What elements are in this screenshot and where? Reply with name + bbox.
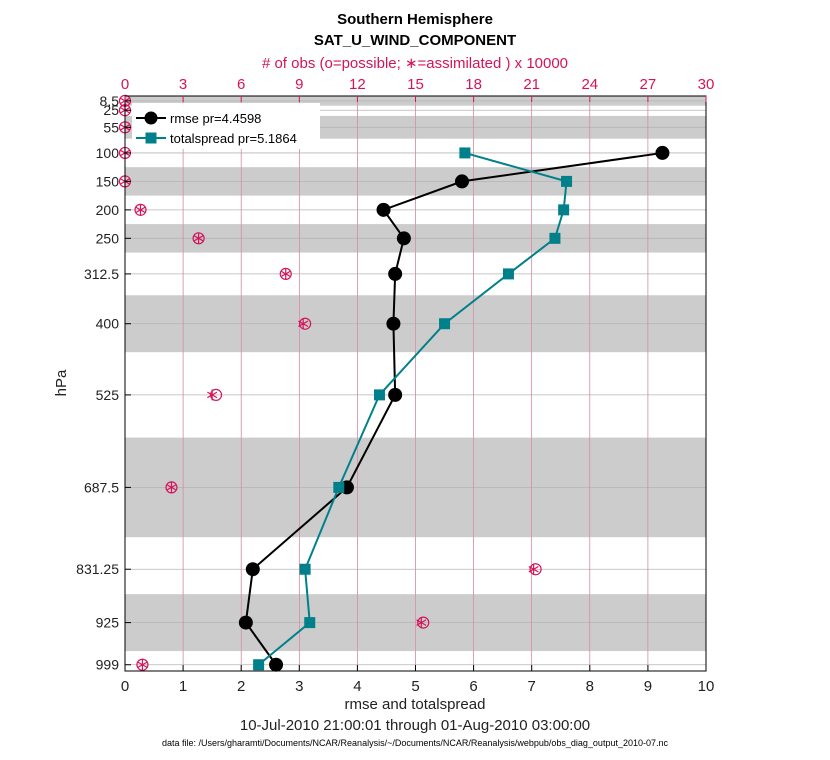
rmse-point-1 — [454, 174, 469, 189]
obs-assimilated-stroke-9-2 — [207, 391, 218, 399]
rmse-point-8 — [245, 562, 260, 577]
totalspread-point-6 — [373, 389, 385, 401]
top-tick-label-4: 12 — [349, 76, 366, 93]
y-tick-label-8: 400 — [96, 316, 120, 332]
x-tick-label-2: 2 — [237, 678, 245, 695]
rmse-point-4 — [388, 266, 403, 281]
obs-assimilated-marker-8 — [298, 318, 309, 330]
y-tick-label-3: 100 — [96, 145, 120, 161]
y-tick-label-12: 925 — [96, 615, 120, 631]
obs-assimilated-stroke-8-2 — [298, 320, 309, 327]
y-tick-label-5: 200 — [96, 202, 120, 218]
top-tick-label-9: 27 — [640, 76, 657, 93]
obs-assimilated-marker-7 — [280, 268, 291, 280]
totalspread-point-8 — [299, 563, 311, 575]
totalspread-point-7 — [333, 481, 345, 493]
top-tick-label-6: 18 — [465, 76, 482, 93]
axis-ticks: 0 1 2 3 4 5 6 7 8 9 100 3 6 9 12 15 18 21 24 27 308.52555100… — [76, 76, 714, 695]
x-tick-label-3: 3 — [295, 678, 303, 695]
obs-assimilated-marker-10 — [166, 481, 177, 493]
y-tick-label-6: 250 — [96, 230, 120, 246]
legend-box — [132, 103, 320, 149]
top-tick-label-0: 0 — [121, 76, 129, 93]
rmse-point-2 — [376, 202, 391, 217]
x-tick-label-0: 0 — [121, 678, 129, 695]
top-tick-label-7: 21 — [523, 76, 540, 93]
x-axis-label: rmse and totalspread — [345, 696, 486, 713]
top-tick-label-2: 6 — [237, 76, 245, 93]
obs-possible-marker-9 — [209, 388, 223, 401]
rmse-point-3 — [396, 231, 411, 246]
top-tick-label-5: 15 — [407, 76, 424, 93]
footnote: data file: /Users/gharamti/Documents/NCA… — [162, 738, 669, 748]
obs-assimilated-marker-6 — [193, 232, 204, 244]
obs-assimilated-stroke-5-2 — [135, 206, 146, 214]
y-axis-label: hPa — [53, 369, 70, 396]
legend-totalspread-marker — [145, 132, 157, 144]
date-range: 10-Jul-2010 21:00:01 through 01-Aug-2010… — [240, 717, 590, 734]
y-tick-label-1: 25 — [103, 102, 119, 118]
obs-assimilated-marker-9 — [207, 389, 218, 401]
chart-subtitle: SAT_U_WIND_COMPONENT — [314, 32, 516, 49]
totalspread-point-3 — [549, 232, 561, 244]
obs-assimilated-stroke-10-2 — [166, 484, 177, 491]
x-tick-label-6: 6 — [469, 678, 477, 695]
obs-possible-marker-11 — [529, 563, 542, 576]
x-tick-label-8: 8 — [586, 678, 594, 695]
obs-assimilated-marker-5 — [135, 204, 146, 216]
totalspread-point-2 — [558, 204, 570, 216]
y-tick-label-2: 55 — [103, 119, 119, 135]
obs-assimilated-stroke-6-2 — [193, 235, 204, 242]
top-tick-label-1: 3 — [179, 76, 187, 93]
rmse-point-5 — [386, 316, 401, 331]
y-tick-label-11: 831.25 — [76, 561, 119, 577]
legend-rmse-marker — [144, 111, 158, 125]
x-tick-label-5: 5 — [411, 678, 419, 695]
totalspread-point-4 — [502, 268, 514, 280]
legend: rmse pr=4.4598 totalspread pr=5.1864 — [132, 103, 320, 149]
obs-assimilated-marker-12 — [416, 617, 427, 629]
obs-possible-marker-12 — [417, 616, 430, 629]
totalspread-point-5 — [439, 318, 451, 330]
x-tick-label-9: 9 — [644, 678, 652, 695]
totalspread-point-10 — [253, 659, 265, 671]
totalspread-point-9 — [304, 617, 316, 629]
top-tick-label-10: 30 — [698, 76, 715, 93]
obs-possible-marker-8 — [299, 317, 312, 330]
x-tick-label-7: 7 — [528, 678, 536, 695]
obs-assimilated-stroke-11-2 — [528, 565, 539, 573]
totalspread-point-1 — [561, 175, 573, 187]
obs-assimilated-stroke-12-2 — [416, 619, 427, 626]
y-tick-label-10: 687.5 — [84, 479, 119, 495]
obs-assimilated-marker-11 — [528, 563, 539, 575]
obs-assimilated-marker-13 — [137, 659, 148, 671]
rmse-point-9 — [238, 615, 253, 630]
y-tick-label-13: 999 — [96, 657, 120, 673]
y-tick-label-7: 312.5 — [84, 266, 119, 282]
x-tick-label-4: 4 — [353, 678, 361, 695]
y-tick-label-4: 150 — [96, 173, 120, 189]
y-tick-label-0: 8.5 — [100, 93, 120, 109]
totalspread-point-0 — [459, 147, 471, 159]
legend-rmse-label: rmse pr=4.4598 — [170, 111, 261, 126]
rmse-point-6 — [388, 387, 403, 402]
obs-assimilated-stroke-13-2 — [137, 661, 148, 669]
top-tick-label-8: 24 — [581, 76, 598, 93]
top-axis-label: # of obs (o=possible; ∗=assimilated ) x … — [262, 55, 568, 72]
rmse-point-0 — [655, 145, 670, 160]
chart-title: Southern Hemisphere — [337, 11, 493, 28]
rmse-point-10 — [269, 657, 284, 672]
legend-totalspread-label: totalspread pr=5.1864 — [170, 131, 297, 146]
obs-assimilated-stroke-7-2 — [280, 270, 291, 278]
y-tick-label-9: 525 — [96, 387, 120, 403]
x-tick-label-1: 1 — [179, 678, 187, 695]
top-tick-label-3: 9 — [295, 76, 303, 93]
series-lines — [238, 145, 670, 672]
x-tick-label-10: 10 — [698, 678, 715, 695]
